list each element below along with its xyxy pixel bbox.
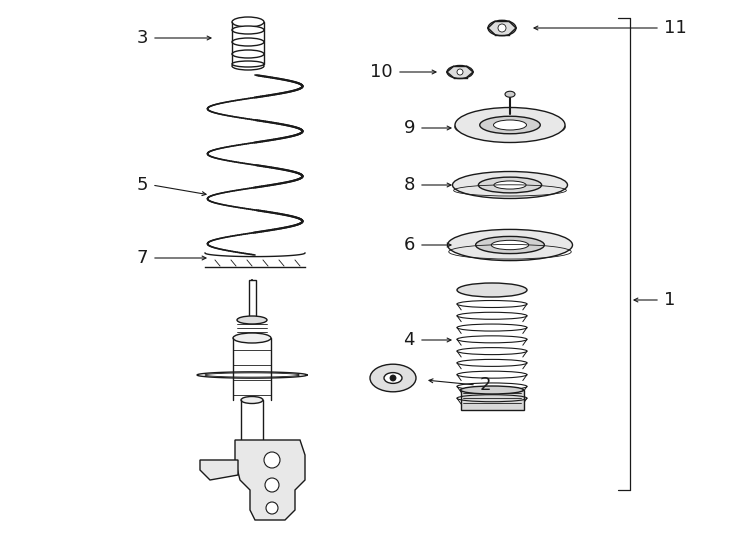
Ellipse shape [460, 386, 523, 394]
Ellipse shape [480, 116, 540, 134]
Text: 9: 9 [404, 119, 415, 137]
Bar [249, 280, 255, 320]
Circle shape [265, 478, 279, 492]
Text: 5: 5 [137, 176, 148, 194]
Ellipse shape [232, 50, 264, 58]
Text: 3: 3 [137, 29, 148, 47]
Text: 7: 7 [137, 249, 148, 267]
Text: 8: 8 [404, 176, 415, 194]
Circle shape [266, 502, 278, 514]
Text: 1: 1 [664, 291, 675, 309]
Ellipse shape [505, 91, 515, 97]
Ellipse shape [479, 177, 542, 193]
Ellipse shape [447, 65, 473, 78]
Bar [460, 390, 523, 410]
Circle shape [264, 452, 280, 468]
Circle shape [498, 24, 506, 32]
Text: 2: 2 [480, 376, 492, 394]
Ellipse shape [448, 230, 573, 261]
Ellipse shape [491, 240, 528, 249]
Ellipse shape [493, 120, 526, 130]
Ellipse shape [232, 17, 264, 27]
Ellipse shape [494, 181, 526, 189]
Ellipse shape [476, 237, 545, 254]
Polygon shape [200, 460, 238, 480]
Text: 10: 10 [371, 63, 393, 81]
Text: 11: 11 [664, 19, 687, 37]
Circle shape [457, 69, 463, 75]
Ellipse shape [232, 26, 264, 34]
Ellipse shape [232, 61, 264, 67]
Ellipse shape [455, 107, 565, 143]
Ellipse shape [232, 62, 264, 70]
Text: 4: 4 [404, 331, 415, 349]
Ellipse shape [457, 283, 527, 297]
Ellipse shape [370, 364, 416, 392]
Ellipse shape [237, 316, 267, 324]
Ellipse shape [488, 21, 516, 36]
Ellipse shape [241, 396, 263, 403]
Text: 6: 6 [404, 236, 415, 254]
Ellipse shape [232, 38, 264, 46]
Ellipse shape [384, 373, 402, 383]
Ellipse shape [452, 172, 567, 199]
Ellipse shape [455, 122, 473, 132]
Circle shape [390, 375, 396, 381]
Polygon shape [235, 440, 305, 520]
Ellipse shape [233, 333, 271, 343]
Ellipse shape [548, 122, 565, 132]
